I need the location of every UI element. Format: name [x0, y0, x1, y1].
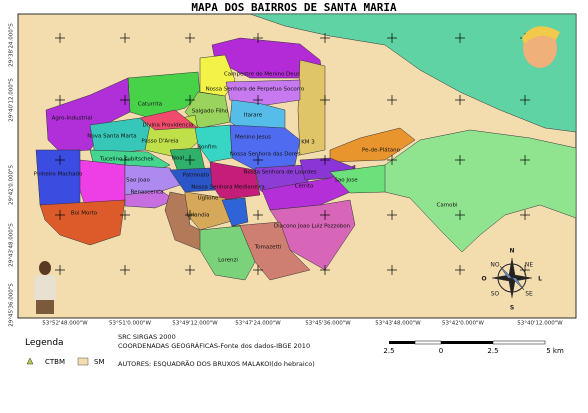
neighborhood-label: Boi Morto	[71, 211, 98, 217]
neighborhood-label: Campestre do Menino Deus	[224, 72, 300, 78]
neighborhood-label: Nossa Senhora de Lourdes	[243, 170, 316, 176]
neighborhood-label: Tomazetti	[254, 245, 282, 251]
neighborhood-label: Cerrito	[295, 184, 314, 190]
compass-label: S	[510, 305, 514, 312]
region	[194, 124, 233, 163]
longitude-label: 53°43'48.000"W	[375, 321, 421, 327]
region	[209, 161, 261, 201]
info-authors: AUTORES: ESQUADRÃO DOS BRUXOS MALAKOI(do…	[118, 359, 315, 368]
region	[221, 197, 249, 227]
region	[329, 164, 386, 194]
info-coordinates: COORDENADAS GEOGRÁFICAS-Fonte dos dados-…	[118, 341, 310, 350]
scale-bar: 2.5 0 2.5 5 km	[383, 340, 564, 355]
longitude-labels: 53°52'48.000"W 53°51'0.000"W 53°49'12.000"…	[42, 321, 563, 327]
latitude-label: 29°40'12.000"S	[9, 78, 15, 122]
longitude-label: 53°47'24.000"W	[235, 321, 281, 327]
legend-symbol	[77, 357, 89, 366]
compass-rose: N NO NE O L SO SE S	[481, 248, 542, 312]
region	[35, 149, 81, 206]
legend-item: CTBM	[45, 358, 65, 366]
longitude-label: 53°51'0.000"W	[109, 321, 152, 327]
neighborhood-label: Renascenca	[131, 190, 164, 196]
region	[184, 91, 231, 129]
region	[169, 167, 216, 193]
neighborhood-label: Tucelino Kubitschek	[99, 157, 155, 163]
neighborhood-label: Noal	[172, 156, 185, 162]
neighborhood-label: Caturrita	[138, 102, 162, 108]
latitude-labels: 29°38'24.000"S 29°40'12.000"S 29°42'0.000"…	[9, 23, 15, 327]
neighborhood-label: Lorenzi	[218, 258, 238, 264]
region	[297, 59, 326, 156]
neighborhood-label: Nossa Senhora das Dores	[230, 152, 301, 158]
neighborhood-label: Diacono Joao Luiz Pozzobon	[274, 224, 351, 230]
legend-title: Legenda	[25, 338, 64, 348]
regions	[35, 13, 577, 281]
scale-label: 0	[439, 347, 443, 355]
neighborhood-label: Patronato	[183, 173, 210, 179]
neighborhood-label: Passo D'Areia	[141, 139, 178, 145]
neighborhood-label: KM 3	[301, 140, 315, 146]
neighborhood-label: Pe-de-Plátano	[362, 147, 401, 154]
longitude-label: 53°49'12.000"W	[172, 321, 218, 327]
compass-label: SE	[525, 291, 533, 298]
longitude-label: 53°42'0.000"W	[442, 321, 485, 327]
neighborhood-labels: Campestre do Menino Deus Nossa Senhora d…	[34, 72, 458, 264]
info-crs: SRC SIRGAS 2000	[118, 333, 176, 341]
compass-label: NO	[490, 262, 499, 269]
longitude-label: 53°52'48.000"W	[42, 321, 88, 327]
region	[249, 13, 577, 133]
latitude-label: 29°42'0.000"S	[9, 164, 15, 205]
compass-label: O	[481, 276, 486, 283]
region	[139, 109, 199, 131]
neighborhood-label: Sao Joao	[126, 178, 150, 184]
longitude-label: 53°40'12.000"W	[517, 321, 563, 327]
neighborhood-label: Bonfim	[197, 145, 216, 151]
region	[199, 225, 256, 281]
neighborhood-label: Camobi	[437, 203, 458, 209]
neighborhood-label: Nova Santa Marta	[87, 134, 136, 140]
map-title: MAPA DOS BAIRROS DE SANTA MARIA	[191, 1, 397, 14]
neighborhood-label: Divina Providencia	[143, 123, 194, 129]
latitude-label: 29°38'24.000"S	[9, 23, 15, 67]
longitude-label: 53°45'36.000"W	[305, 321, 351, 327]
latitude-label: 29°43'48.000"S	[9, 223, 15, 267]
compass-label: L	[538, 276, 542, 283]
neighborhood-label: Urlandia	[186, 213, 209, 219]
coordinate-crosses	[55, 33, 530, 275]
scale-label: 5 km	[546, 347, 564, 355]
figure-bottom-left	[34, 261, 56, 314]
compass-label: NE	[525, 262, 533, 269]
latitude-label: 29°45'36.000"S	[9, 283, 15, 327]
neighborhood-label: Agro-Industrial	[52, 116, 93, 122]
neighborhood-label: Itarare	[244, 113, 263, 119]
scale-label: 2.5	[383, 347, 394, 355]
compass-label: N	[509, 248, 514, 255]
neighborhood-label: Uglione	[198, 196, 219, 202]
portrait-top-right	[522, 26, 560, 68]
legend-symbol	[26, 357, 34, 365]
region	[354, 129, 577, 253]
neighborhood-label: Nossa Senhora Medianeira	[191, 185, 264, 191]
region	[39, 199, 126, 246]
region	[77, 159, 126, 206]
neighborhood-label: Sao Jose	[334, 178, 358, 184]
region	[225, 79, 301, 107]
neighborhood-label: Salgado Filho	[192, 109, 229, 115]
scale-label: 2.5	[487, 347, 498, 355]
compass-label: SO	[491, 291, 500, 298]
neighborhood-label: Pinheiro Machado	[34, 172, 83, 178]
region	[124, 189, 176, 209]
neighborhood-label: Menino Jesus	[235, 135, 271, 141]
region	[124, 164, 181, 196]
legend-item: SM	[94, 358, 104, 366]
neighborhood-label: Nossa Senhora de Perpetuo Socorro	[206, 87, 305, 93]
